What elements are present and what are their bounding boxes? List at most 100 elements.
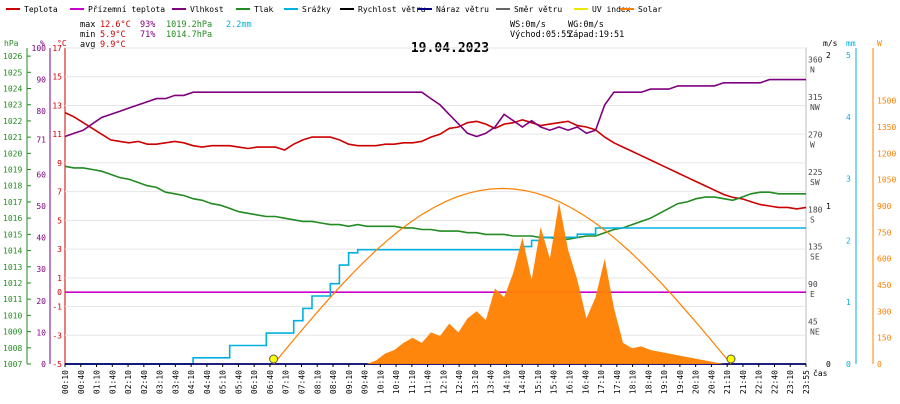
x-axis-label: čas <box>813 368 828 378</box>
x-tick-label: 08:40 <box>329 370 338 394</box>
x-tick-label: 23:10 <box>786 370 795 394</box>
legend: Teplota Přízemní teplota Vlhkost Tlak Srážky… <box>6 5 662 14</box>
x-tick-label: 05:10 <box>219 370 228 394</box>
solar-tick-label: 300 <box>877 307 892 316</box>
temperature-axis-unit: °C <box>57 39 67 48</box>
wind-dir-compass-label: SW <box>810 178 820 187</box>
temperature-tick-label: 15 <box>52 73 62 82</box>
sunset-marker <box>726 354 736 364</box>
x-tick-label: 17:40 <box>613 370 622 394</box>
legend-label: Solar <box>638 5 662 14</box>
x-tick-label: 21:10 <box>723 370 732 394</box>
legend-label: Přízemní teplota <box>88 5 165 14</box>
temperature-tick-label: -5 <box>52 360 62 369</box>
wind-dir-compass-label: NW <box>810 103 820 112</box>
stat-avg-label: avg <box>80 40 95 50</box>
series-solar-area <box>65 202 806 364</box>
wind-ws: WS:0m/s <box>510 20 546 30</box>
x-tick-label: 06:10 <box>250 370 259 394</box>
x-tick-label: 12:40 <box>455 370 464 394</box>
rain-tick-label: 3 <box>846 175 851 184</box>
x-tick-label: 16:40 <box>581 370 590 394</box>
solar-tick-label: 600 <box>877 255 892 264</box>
x-tick-label: 22:10 <box>755 370 764 394</box>
temperature-tick-label: -1 <box>52 303 62 312</box>
wind-dir-compass-label: E <box>810 290 815 299</box>
x-tick-label: 08:10 <box>313 370 322 394</box>
series-teplota-line <box>64 111 807 210</box>
rain-tick-label: 5 <box>846 51 851 60</box>
pressure-tick-label: 1023 <box>3 101 22 110</box>
humidity-tick-label: 90 <box>36 76 46 85</box>
temperature-tick-label: 5 <box>57 216 62 225</box>
humidity-tick-label: 100 <box>32 44 47 53</box>
humidity-axis-unit: % <box>40 39 45 48</box>
temperature-tick-label: 7 <box>57 188 62 197</box>
temperature-tick-label: 3 <box>57 245 62 254</box>
wind-dir-tick-label: 360 <box>808 56 823 65</box>
legend-label: Vlhkost <box>190 5 224 14</box>
x-tick-label: 18:10 <box>629 370 638 394</box>
legend-label: Tlak <box>254 5 273 14</box>
x-tick-label: 12:10 <box>439 370 448 394</box>
solar-tick-label: 1350 <box>877 123 896 132</box>
x-tick-label: 10:40 <box>392 370 401 394</box>
wind-speed-tick-label: 0 <box>826 360 831 369</box>
wind-speed-axis-unit: m/s <box>823 39 838 48</box>
x-tick-label: 01:10 <box>93 370 102 394</box>
legend-label: Srážky <box>302 5 331 14</box>
pressure-tick-label: 1015 <box>3 230 22 239</box>
pressure-tick-label: 1025 <box>3 68 22 77</box>
x-tick-label: 02:40 <box>140 370 149 394</box>
pressure-tick-label: 1021 <box>3 133 22 142</box>
sunset-time: Západ:19:51 <box>568 30 624 40</box>
pressure-tick-label: 1008 <box>3 344 22 353</box>
wind-dir-tick-label: 90 <box>808 280 818 289</box>
x-tick-label: 20:40 <box>707 370 716 394</box>
humidity-tick-label: 60 <box>36 170 46 179</box>
temperature-tick-label: 1 <box>57 274 62 283</box>
pressure-tick-label: 1022 <box>3 117 22 126</box>
wind-wg: WG:0m/s <box>568 20 604 30</box>
wind-dir-compass-label: W <box>810 140 815 149</box>
stat-min-hum: 71% <box>140 30 155 40</box>
humidity-tick-label: 0 <box>41 360 46 369</box>
pressure-tick-label: 1007 <box>3 360 22 369</box>
temperature-tick-label: -3 <box>52 331 62 340</box>
solar-tick-label: 1500 <box>877 97 896 106</box>
stat-avg-temp: 9.9°C <box>100 40 126 50</box>
solar-tick-label: 1050 <box>877 176 896 185</box>
x-tick-label: 04:40 <box>203 370 212 394</box>
x-tick-label: 10:10 <box>376 370 385 394</box>
rain-tick-label: 0 <box>846 360 851 369</box>
solar-tick-label: 150 <box>877 334 892 343</box>
x-tick-label: 07:10 <box>282 370 291 394</box>
x-tick-label: 15:10 <box>534 370 543 394</box>
pressure-tick-label: 1009 <box>3 328 22 337</box>
wind-info-block: WS:0m/s WG:0m/s Východ:05:55 Západ:19:51 <box>510 20 624 40</box>
series-tlak-line <box>64 165 806 240</box>
rain-tick-label: 4 <box>846 113 851 122</box>
stat-max-hum: 93% <box>140 20 155 30</box>
x-axis: 00:10 00:40 01:10 01:40 02:10 02:40 03:10 03:40… <box>61 364 828 394</box>
stat-min-label: min <box>80 30 95 40</box>
stat-max-temp: 12.6°C <box>100 20 131 30</box>
pressure-tick-label: 1024 <box>3 85 22 94</box>
stat-min-temp: 5.9°C <box>100 30 126 40</box>
x-tick-label: 16:10 <box>566 370 575 394</box>
humidity-tick-label: 71 <box>36 136 46 145</box>
pressure-tick-label: 1013 <box>3 263 22 272</box>
rain-tick-label: 1 <box>846 298 851 307</box>
x-tick-label: 20:10 <box>692 370 701 394</box>
solar-tick-label: 0 <box>877 360 882 369</box>
temperature-tick-label: 9 <box>57 159 62 168</box>
stat-max-press: 1019.2hPa <box>166 20 212 30</box>
series-vlhkost-line <box>64 78 806 138</box>
humidity-tick-label: 80 <box>36 107 46 116</box>
x-tick-label: 17:10 <box>597 370 606 394</box>
wind-dir-compass-label: SE <box>810 253 820 262</box>
humidity-tick-label: 50 <box>36 202 46 211</box>
pressure-axis-unit: hPa <box>4 39 19 48</box>
plot-layer <box>64 78 807 365</box>
